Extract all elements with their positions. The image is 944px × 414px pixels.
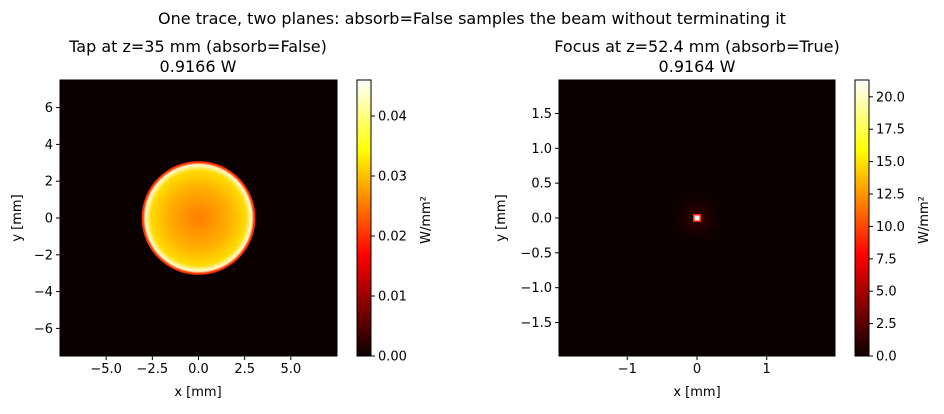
panel-focus-ytick-label: −1.5 xyxy=(520,316,552,331)
panel-tap-colorbar-label: W/mm² xyxy=(419,196,434,244)
panel-focus-colorbar-label: W/mm² xyxy=(917,196,932,244)
panel-focus-xlabel: x [mm] xyxy=(673,385,720,400)
panel-focus-ytick-label: 0.0 xyxy=(531,212,552,227)
panel-focus-ytick-label: −0.5 xyxy=(520,246,552,261)
panel-tap-colorbar-tick-label: 0.02 xyxy=(378,230,407,245)
panel-focus-xtick-label: −1 xyxy=(618,362,637,377)
panel-tap-colorbar xyxy=(356,79,372,357)
panel-tap-ylabel: y [mm] xyxy=(10,194,25,241)
panel-focus-colorbar-tick-label: 20.0 xyxy=(876,90,905,105)
panel-focus-colorbar-tick-label: 15.0 xyxy=(876,155,905,170)
panel-focus-colorbar-tick-label: 10.0 xyxy=(876,220,905,235)
panel-focus-colorbar xyxy=(854,79,870,357)
panel-tap-xlabel: x [mm] xyxy=(174,385,221,400)
panel-tap-xtick-label: −2.5 xyxy=(137,362,169,377)
panel-tap-colorbar-tick-label: 0.00 xyxy=(378,350,407,365)
panel-focus-colorbar-tick-label: 7.5 xyxy=(876,252,897,267)
panel-tap-colorbar-axis: 0.00 0.01 0.02 0.03 0.04 xyxy=(371,110,407,365)
panel-focus-colorbar-axis: 0.0 2.5 5.0 7.5 10.0 12.5 15.0 17.5 20.0 xyxy=(869,90,905,365)
panel-tap-ytick-label: −4 xyxy=(34,285,53,300)
panel-tap-ytick-label: 2 xyxy=(45,175,53,190)
panel-focus-ytick-label: 0.5 xyxy=(531,177,552,192)
panel-focus-y-axis: −1.5 −1.0 −0.5 0.0 0.5 1.0 1.5 xyxy=(520,107,559,331)
panel-focus-beam-spot xyxy=(694,215,700,221)
figure-suptitle: One trace, two planes: absorb=False samp… xyxy=(158,9,786,28)
panel-tap: Tap at z=35 mm (absorb=False) 0.9166 W −… xyxy=(10,37,434,400)
panel-tap-xtick-label: −5.0 xyxy=(90,362,122,377)
panel-focus-ylabel: y [mm] xyxy=(494,194,509,241)
panel-focus-heatmap xyxy=(667,188,727,248)
panel-tap-colorbar-tick-label: 0.01 xyxy=(378,290,407,305)
panel-tap-y-axis: −6 −4 −2 0 2 4 6 xyxy=(34,101,60,337)
panel-focus-title-line2: 0.9164 W xyxy=(659,57,736,76)
panel-tap-x-axis: −5.0 −2.5 0.0 2.5 5.0 xyxy=(90,356,301,377)
panel-tap-beam-speckle xyxy=(148,168,249,268)
panel-tap-xtick-label: 0.0 xyxy=(188,362,209,377)
panel-focus-ytick-label: −1.0 xyxy=(520,281,552,296)
panel-tap-ytick-label: −2 xyxy=(34,248,53,263)
panel-focus-ytick-label: 1.0 xyxy=(531,142,552,157)
panel-focus-colorbar-tick-label: 5.0 xyxy=(876,285,897,300)
panel-tap-ytick-label: −6 xyxy=(34,322,53,337)
panel-focus-xtick-label: 1 xyxy=(763,362,771,377)
panel-focus-colorbar-tick-label: 0.0 xyxy=(876,350,897,365)
panel-tap-xtick-label: 2.5 xyxy=(234,362,255,377)
panel-tap-ytick-label: 4 xyxy=(45,138,53,153)
panel-focus-colorbar-tick-label: 12.5 xyxy=(876,188,905,203)
panel-focus-x-axis: −1 0 1 xyxy=(618,356,771,377)
panel-tap-xtick-label: 5.0 xyxy=(280,362,301,377)
panel-tap-ytick-label: 0 xyxy=(45,212,53,227)
panel-tap-heatmap xyxy=(141,161,256,275)
panel-focus-colorbar-tick-label: 2.5 xyxy=(876,317,897,332)
panel-focus-ytick-label: 1.5 xyxy=(531,107,552,122)
panel-tap-colorbar-tick-label: 0.03 xyxy=(378,170,407,185)
panel-tap-colorbar-tick-label: 0.04 xyxy=(378,110,407,125)
panel-tap-title-line2: 0.9166 W xyxy=(160,57,237,76)
panel-tap-ytick-label: 6 xyxy=(45,101,53,116)
panel-focus-colorbar-tick-label: 17.5 xyxy=(876,123,905,138)
panel-tap-title-line1: Tap at z=35 mm (absorb=False) xyxy=(68,37,327,56)
panel-focus: Focus at z=52.4 mm (absorb=True) 0.9164 … xyxy=(494,37,932,400)
panel-focus-xtick-label: 0 xyxy=(693,362,701,377)
panel-focus-title-line1: Focus at z=52.4 mm (absorb=True) xyxy=(554,37,839,56)
